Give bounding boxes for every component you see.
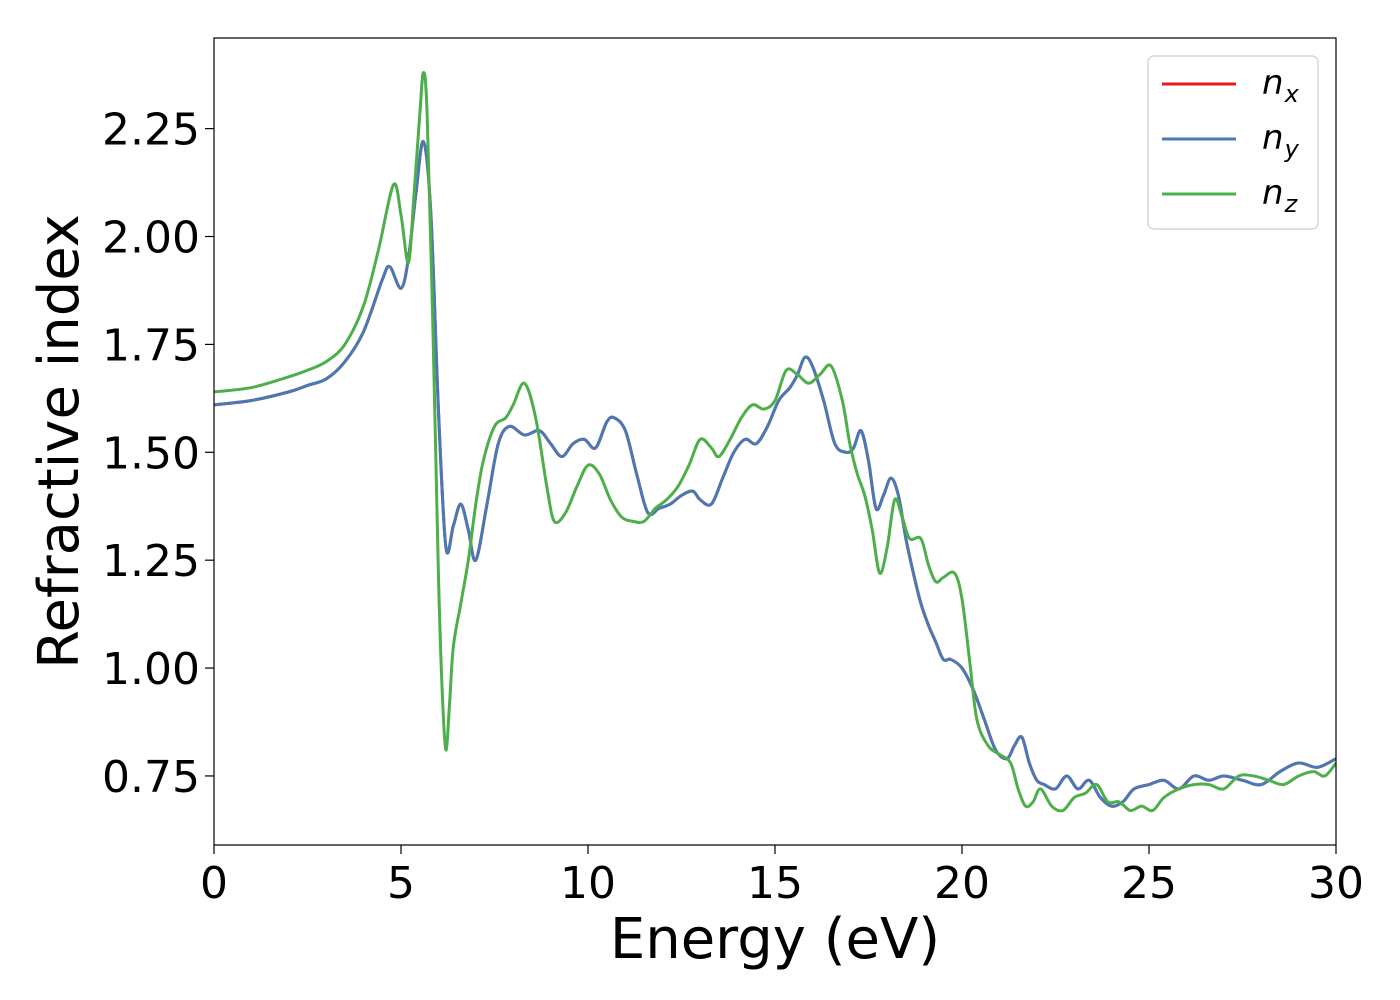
- x-tick-label: 25: [1121, 858, 1177, 909]
- x-axis-label: Energy (eV): [610, 907, 940, 972]
- y-axis-label: Refractive index: [27, 214, 92, 669]
- series-layer: [214, 71, 1336, 813]
- series-line-nz: [214, 71, 1336, 813]
- legend-box: [1147, 55, 1319, 230]
- x-tick-label: 15: [747, 858, 803, 909]
- x-tick-label: 30: [1308, 858, 1364, 909]
- y-tick-label: 0.75: [102, 752, 200, 803]
- x-tick-label: 0: [200, 858, 228, 909]
- y-tick-label: 1.00: [102, 644, 200, 695]
- legend-label: ny: [1262, 118, 1300, 163]
- x-tick-label: 10: [560, 858, 616, 909]
- x-axis-ticks: 0 5 10 15 20 25 30: [200, 845, 1364, 909]
- y-axis-ticks: 0.75 1.00 1.25 1.50 1.75 2.00 2.25: [102, 105, 214, 803]
- y-tick-label: 2.00: [102, 213, 200, 264]
- y-tick-label: 2.25: [102, 105, 200, 156]
- x-tick-label: 20: [934, 858, 990, 909]
- y-tick-label: 1.50: [102, 428, 200, 479]
- y-tick-label: 1.75: [102, 320, 200, 371]
- x-tick-label: 5: [387, 858, 415, 909]
- legend-label: nz: [1262, 173, 1299, 218]
- legend: nx ny nz: [1147, 55, 1319, 230]
- series-line-ny: [214, 140, 1336, 808]
- series-line-nx: [214, 140, 1336, 808]
- legend-label: nx: [1262, 63, 1300, 108]
- y-tick-label: 1.25: [102, 536, 200, 587]
